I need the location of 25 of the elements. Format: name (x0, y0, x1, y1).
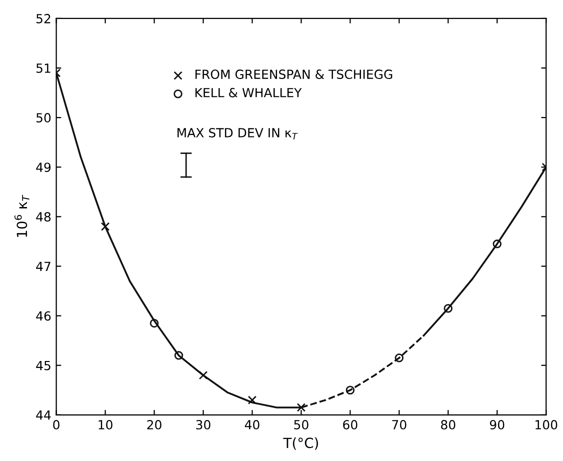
x-tick-label: 70 (392, 420, 406, 430)
legend-label: KELL & WHALLEY (195, 88, 302, 98)
y-tick-label: 48 (36, 212, 51, 222)
x-tick-label: 50 (294, 420, 308, 430)
y-tick-label: 50 (36, 113, 51, 122)
y-tick-label: 44 (36, 410, 51, 420)
x-tick-label: 100 (536, 420, 558, 430)
x-tick-label: 30 (196, 420, 210, 430)
x-tick-label: 20 (147, 420, 162, 430)
x-tick-label: 90 (490, 420, 504, 430)
annotation: MAX STD DEV IN κ$_{T}$ (178, 128, 298, 140)
x-tick-label: 10 (98, 420, 112, 430)
legend-label: FROM GREENSPAN & TSCHIEGG (195, 70, 392, 80)
y-axis-title: 10$^{6}$ κ$_{T}$ (14, 194, 30, 237)
y-tick-label: 47 (36, 262, 50, 271)
x-tick-label: 60 (343, 420, 358, 430)
y-tick-label: 45 (36, 360, 50, 370)
y-tick-label: 52 (36, 14, 50, 24)
y-tick-label: 51 (36, 64, 50, 73)
x-tick-label: 80 (441, 420, 456, 430)
x-axis-title: T(°C) (283, 437, 318, 450)
x-tick-label: 40 (244, 420, 260, 430)
x-tick-label: 0 (53, 420, 60, 430)
y-tick-label: 46 (36, 311, 51, 321)
y-tick-label: 49 (36, 162, 51, 172)
